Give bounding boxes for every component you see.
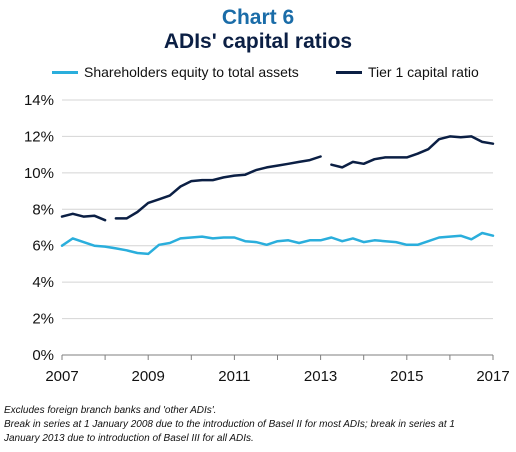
y-tick-label-6: 12% <box>24 128 54 145</box>
note-line-1: Excludes foreign branch banks and 'other… <box>4 405 217 416</box>
x-tick-label-5: 2017 <box>476 368 509 385</box>
y-tick-label-3: 6% <box>32 238 54 255</box>
y-tick-label-0: 0% <box>32 347 54 364</box>
series-line-1-segment-0 <box>60 212 107 222</box>
legend: Shareholders equity to total assets Tier… <box>0 64 516 84</box>
series-line-1-segment-1 <box>114 155 322 220</box>
note-line-3: January 2013 due to introduction of Base… <box>4 433 254 444</box>
legend-item-equity: Shareholders equity to total assets <box>52 64 299 80</box>
y-tick-label-7: 14% <box>24 92 54 109</box>
note-line-2: Break in series at 1 January 2008 due to… <box>4 419 455 430</box>
legend-swatch-equity <box>52 70 78 74</box>
y-tick-label-2: 4% <box>32 274 54 291</box>
y-tick-label-1: 2% <box>32 311 54 328</box>
y-tick-label-5: 10% <box>24 165 54 182</box>
legend-swatch-tier1 <box>336 70 362 74</box>
y-tick-label-4: 8% <box>32 201 54 218</box>
chart-notes: Excludes foreign branch banks and 'other… <box>4 404 512 446</box>
series-line-1-segment-2 <box>330 135 495 169</box>
series-line-0-segment-0 <box>60 231 495 256</box>
chart-title: ADIs' capital ratios <box>163 30 353 53</box>
legend-item-tier1: Tier 1 capital ratio <box>336 64 479 80</box>
x-tick-label-1: 2009 <box>132 368 165 385</box>
legend-label-equity: Shareholders equity to total assets <box>84 64 299 80</box>
x-tick-label-4: 2015 <box>390 368 423 385</box>
x-tick-label-3: 2013 <box>304 368 337 385</box>
chart-number: Chart 6 <box>221 6 295 29</box>
legend-label-tier1: Tier 1 capital ratio <box>368 64 479 80</box>
x-tick-label-0: 2007 <box>45 368 78 385</box>
x-tick-label-2: 2011 <box>218 368 250 385</box>
